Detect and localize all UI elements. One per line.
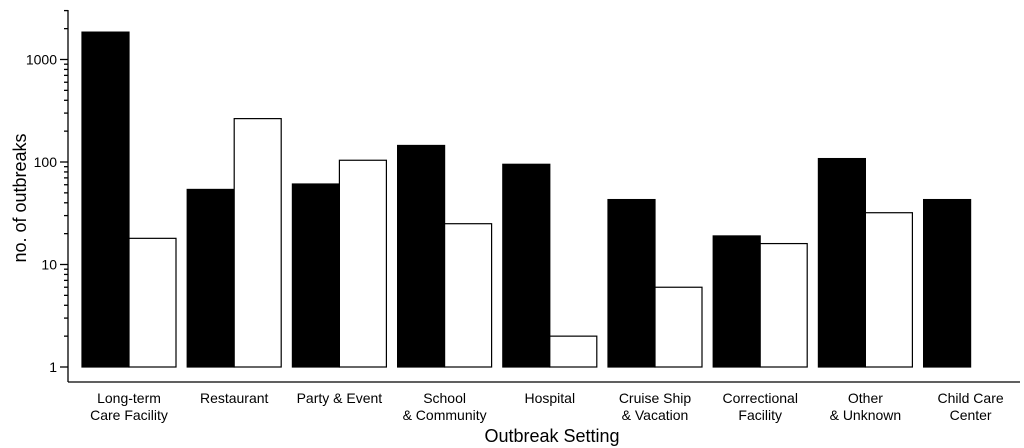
- x-category-label: Cruise Ship & Vacation: [619, 390, 692, 423]
- x-category-label: Correctional Facility: [722, 390, 797, 423]
- x-axis-title: Outbreak Setting: [484, 426, 619, 446]
- y-axis-title: no. of outbreaks: [10, 133, 30, 262]
- x-category-label-line: Restaurant: [200, 390, 269, 406]
- bar-s2-c8: [864, 212, 914, 368]
- x-category-label: Other & Unknown: [830, 390, 902, 423]
- x-category-label-line: Care Facility: [90, 407, 168, 423]
- x-category-label-line: Party & Event: [297, 390, 383, 406]
- x-category-label-line: Hospital: [525, 390, 576, 406]
- x-category-label-line: Correctional: [722, 390, 797, 406]
- x-category-label-line: School: [423, 390, 466, 406]
- bar-s1-c4: [397, 144, 446, 368]
- x-category-label: Long-term Care Facility: [90, 390, 168, 423]
- x-category-label-line: Center: [950, 407, 992, 423]
- x-category-label-line: & Community: [403, 407, 487, 423]
- bar-s1-c7: [712, 235, 761, 368]
- bar-s2-c6: [654, 286, 703, 368]
- x-category-label: Party & Event: [297, 390, 383, 406]
- y-tick-label: 1000: [26, 52, 57, 68]
- bar-s2-c1: [128, 237, 177, 368]
- y-tick-label: 1: [49, 359, 57, 375]
- bar-s1-c5: [502, 163, 551, 368]
- x-category-label: Hospital: [525, 390, 576, 406]
- x-category-label-line: Facility: [738, 407, 782, 423]
- y-tick-label: 100: [34, 154, 58, 170]
- bar-s2-c5: [549, 335, 598, 368]
- x-category-label-line: Long-term: [97, 390, 161, 406]
- bar-s1-c1: [81, 31, 130, 368]
- x-category-label-line: Child Care: [938, 390, 1004, 406]
- x-category-label: Restaurant: [200, 390, 269, 406]
- bar-s2-c7: [759, 242, 808, 368]
- x-category-label-line: & Vacation: [622, 407, 689, 423]
- bar-s1-c2: [186, 188, 235, 368]
- bar-s2-c3: [338, 159, 387, 368]
- bar-s1-c8: [817, 157, 867, 368]
- bar-s2-c4: [444, 223, 493, 368]
- bars-group: [81, 31, 972, 368]
- x-category-label-line: Cruise Ship: [619, 390, 692, 406]
- bar-s1-c9: [922, 198, 972, 368]
- bar-s1-c3: [291, 183, 340, 368]
- bar-s1-c6: [607, 198, 656, 368]
- x-category-label-line: Other: [848, 390, 883, 406]
- y-tick-label: 10: [41, 257, 57, 273]
- x-category-label: School & Community: [403, 390, 487, 423]
- x-category-label: Child Care Center: [938, 390, 1004, 423]
- bar-s2-c2: [233, 118, 282, 368]
- axes-group: 1 10 100 1000 Long-term Care Facility Restaura…: [26, 9, 1020, 423]
- x-category-label-line: & Unknown: [830, 407, 902, 423]
